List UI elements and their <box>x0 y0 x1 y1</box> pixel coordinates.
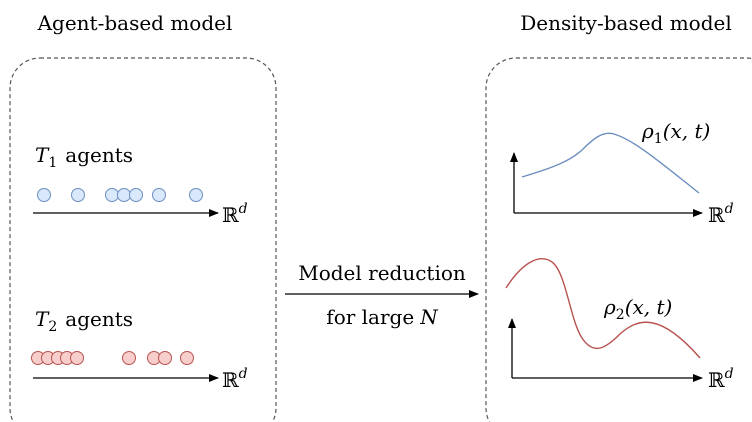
t2-agent <box>123 352 136 365</box>
t2-axis-label: ℝd <box>222 366 248 392</box>
rho2-label: ρ2(x, t) <box>603 295 672 323</box>
left-panel-title: Agent-based model <box>37 11 233 35</box>
t1-agent <box>153 189 166 202</box>
t1-agent <box>38 189 51 202</box>
t1-agents <box>38 189 203 202</box>
reduction-label-line1: Model reduction <box>298 261 466 285</box>
t1-axis-label: ℝd <box>222 201 248 227</box>
t2-agents <box>32 352 194 365</box>
t1-agent <box>106 189 119 202</box>
t1-agent <box>190 189 203 202</box>
t2-agent <box>71 352 84 365</box>
t2-label: T2 agents <box>35 307 133 335</box>
rho1-label: ρ1(x, t) <box>641 119 710 147</box>
right-panel-title: Density-based model <box>520 11 732 35</box>
rho1-axis-label: ℝd <box>708 201 734 227</box>
t1-agent <box>118 189 131 202</box>
t1-label: T1 agents <box>35 143 133 171</box>
rho2-axis-label: ℝd <box>708 366 734 392</box>
t1-agent <box>72 189 85 202</box>
reduction-label-line2: for large N <box>326 305 439 329</box>
t2-agent <box>181 352 194 365</box>
t2-agent <box>159 352 172 365</box>
t1-agent <box>130 189 143 202</box>
